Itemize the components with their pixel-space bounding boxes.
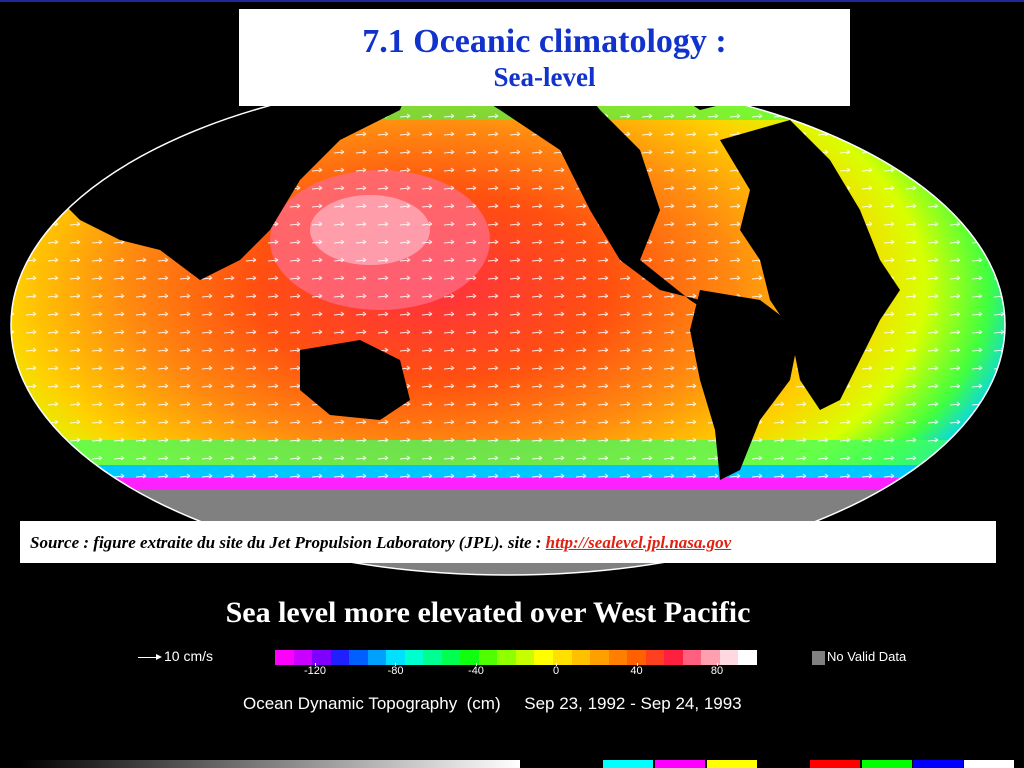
source-link[interactable]: http://sealevel.jpl.nasa.gov xyxy=(545,533,732,552)
slide-title: 7.1 Oceanic climatology : xyxy=(362,23,727,60)
colorbar-swatch xyxy=(515,650,535,665)
no-valid-data-key: No Valid Data xyxy=(812,649,906,665)
no-data-label: No Valid Data xyxy=(827,649,907,664)
colorbar-swatch xyxy=(664,650,683,665)
top-border xyxy=(0,0,1024,2)
colorbar-swatch xyxy=(682,650,702,665)
colorbar-ticks: -120 -80 -40 0 40 80 xyxy=(275,663,757,685)
bottom-color-strip xyxy=(0,760,1024,768)
headline: Sea level more elevated over West Pacifi… xyxy=(225,596,751,629)
arrow-icon xyxy=(138,653,162,660)
colorbar-tick-label: -40 xyxy=(468,663,484,677)
vector-scale-label: 10 cm/s xyxy=(164,648,214,664)
bottom-swatch xyxy=(964,760,1014,768)
colorbar-swatch xyxy=(460,650,479,665)
colorbar-swatch xyxy=(719,650,739,665)
legend-caption: Ocean Dynamic Topography (cm) Sep 23, 19… xyxy=(243,694,742,713)
colorbar-swatch xyxy=(645,650,665,665)
colorbar-swatch xyxy=(701,650,720,665)
colorbar-swatch xyxy=(497,650,516,665)
colorbar-swatch xyxy=(478,650,498,665)
colorbar-swatch xyxy=(571,650,591,665)
colorbar-tick-label: 40 xyxy=(630,663,643,677)
colorbar-swatch xyxy=(367,650,387,665)
colorbar-swatch xyxy=(627,650,646,665)
colorbar-swatch xyxy=(293,650,313,665)
bottom-swatch xyxy=(862,760,912,768)
colorbar-swatch xyxy=(404,650,424,665)
bottom-swatch xyxy=(603,760,653,768)
map-legend: 10 cm/s -120 -80 -40 0 40 80 No Valid Data Oc… xyxy=(0,640,1024,740)
colorbar-tick-label: 80 xyxy=(710,663,724,677)
colorbar-tick-label: -80 xyxy=(387,663,404,677)
vector-scale: 10 cm/s xyxy=(138,648,213,664)
colorbar-swatch xyxy=(441,650,461,665)
colorbar-tick-label: -120 xyxy=(303,663,327,677)
source-box: Source : figure extraite du site du Jet … xyxy=(20,521,996,563)
bottom-swatch xyxy=(810,760,860,768)
colorbar-swatch xyxy=(590,650,609,665)
bottom-swatch xyxy=(913,760,963,768)
no-data-swatch xyxy=(812,650,825,665)
colorbar-tick-label: 0 xyxy=(552,663,560,677)
bottom-swatch xyxy=(707,760,757,768)
colorbar-swatch xyxy=(738,650,757,665)
slide-subtitle: Sea-level xyxy=(493,62,596,92)
colorbar-swatch xyxy=(330,650,350,665)
title-box: 7.1 Oceanic climatology : Sea-level xyxy=(239,9,850,106)
gray-gradient xyxy=(20,760,520,768)
colorbar-swatch xyxy=(349,650,368,665)
colorbar-swatch xyxy=(423,650,442,665)
colorbar xyxy=(275,650,757,665)
bottom-swatch xyxy=(655,760,705,768)
colorbar-swatch xyxy=(312,650,331,665)
colorbar-swatch xyxy=(552,650,572,665)
colorbar-swatch xyxy=(275,650,294,665)
colorbar-swatch xyxy=(534,650,553,665)
colorbar-swatch xyxy=(608,650,628,665)
colorbar-swatch xyxy=(386,650,405,665)
source-text: Source : figure extraite du site du Jet … xyxy=(30,533,546,552)
